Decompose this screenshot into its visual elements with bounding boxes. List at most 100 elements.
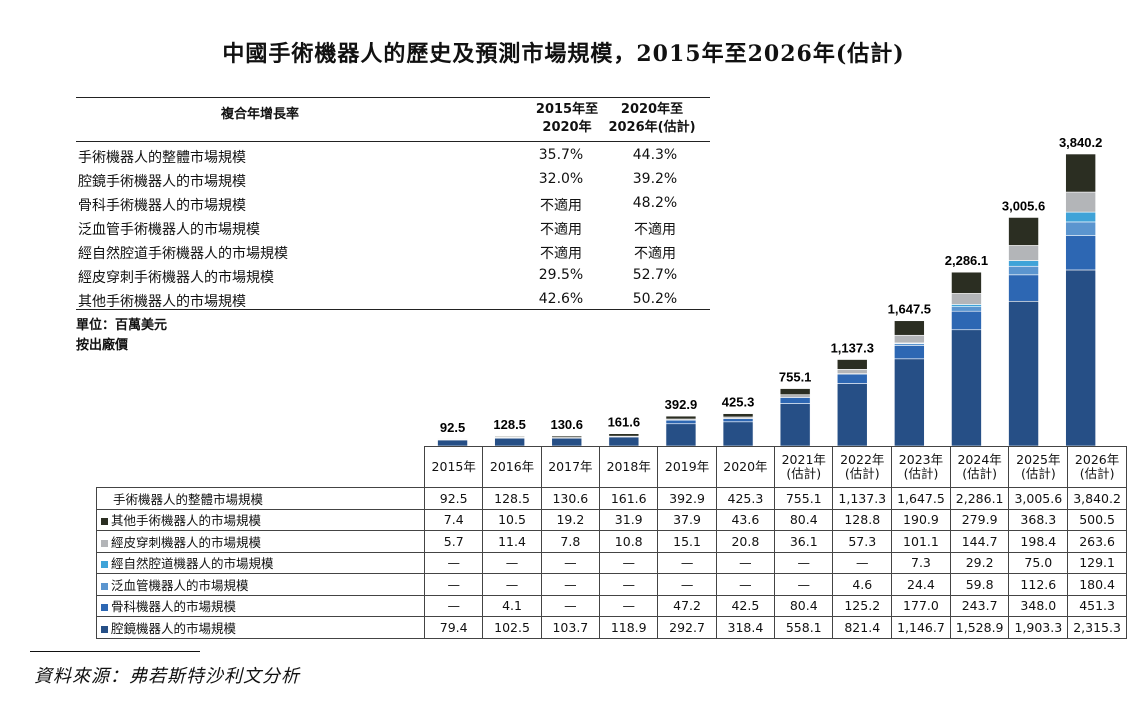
legend-swatch xyxy=(101,539,108,547)
cagr-row: 其他手術機器人的市場規模 42.6% 50.2% xyxy=(76,288,710,312)
table-row: 腔鏡機器人的市場規模 79.4 102.5 103.7 118.9 292.7 318.4 5… xyxy=(95,616,1127,639)
bar-segment xyxy=(779,403,811,447)
bar-segment xyxy=(1065,221,1096,236)
cagr-row-label: 腔鏡手術機器人的市場規模 xyxy=(78,174,246,190)
bar-segment xyxy=(1008,265,1039,276)
bar-segment xyxy=(608,436,640,447)
year-header: 2023年 (估計) xyxy=(891,446,951,488)
bar-segment xyxy=(894,345,925,360)
cagr-value: 52.7% xyxy=(632,267,678,283)
cagr-row: 腔鏡手術機器人的市場規模 32.0% 39.2% xyxy=(76,168,710,192)
bar-segment xyxy=(779,388,811,396)
table-cell: 1,137.3 xyxy=(832,487,893,510)
bar-total-label: 3,005.6 xyxy=(1002,198,1045,213)
table-cell: 177.0 xyxy=(891,594,951,617)
table-cell: 79.4 xyxy=(424,616,484,639)
table-cell: 292.7 xyxy=(657,616,717,639)
table-cell: 161.6 xyxy=(599,487,659,510)
table-cell: 821.4 xyxy=(832,616,893,639)
bar-segment xyxy=(951,304,982,307)
table-cell: 7.3 xyxy=(891,551,951,574)
table-cell: 198.4 xyxy=(1008,530,1069,553)
table-cell: 348.0 xyxy=(1008,594,1069,617)
table-cell: 392.9 xyxy=(657,487,717,510)
bar-segment xyxy=(665,419,697,425)
table-cell: 57.3 xyxy=(832,530,893,553)
table-cell: — xyxy=(774,573,834,596)
period1-line1: 2015年至 xyxy=(535,102,599,117)
table-cell: 3,005.6 xyxy=(1008,487,1069,510)
table-cell: 43.6 xyxy=(715,508,776,531)
table-cell: 2,315.3 xyxy=(1067,616,1127,639)
cagr-row-label: 骨科手術機器人的市場規模 xyxy=(78,198,246,214)
bar-segment xyxy=(722,418,754,423)
bar-segment xyxy=(1065,191,1096,213)
legend-swatch xyxy=(101,582,108,590)
table-cell: — xyxy=(715,573,776,596)
period1-line2: 2020年 xyxy=(542,120,592,135)
cagr-header-label: 複合年增長率 xyxy=(221,107,300,122)
table-cell: 31.9 xyxy=(599,508,659,531)
source-note: 資料來源：弗若斯特沙利文分析 xyxy=(34,666,300,687)
year-header: 2025年 (估計) xyxy=(1008,446,1069,488)
table-rule xyxy=(76,141,710,142)
year-header: 2019年 xyxy=(657,446,717,488)
table-cell: — xyxy=(657,573,717,596)
legend-swatch xyxy=(101,604,108,612)
cagr-row-label: 手術機器人的整體市場規模 xyxy=(78,150,246,166)
bar-segment xyxy=(722,413,754,418)
table-cell: 92.5 xyxy=(424,487,484,510)
cagr-value: 不適用 xyxy=(634,246,676,262)
bar-total-label: 128.5 xyxy=(493,417,526,432)
table-row: 骨科機器人的市場規模 —4.1— —47.2 42.5 80.4 125.2 177.0 24… xyxy=(95,594,1127,617)
table-cell: 47.2 xyxy=(657,594,717,617)
bar-total-label: 392.9 xyxy=(665,397,698,412)
bar-segment xyxy=(1008,245,1039,261)
period2-line1: 2020年至 xyxy=(620,102,684,117)
cagr-row: 手術機器人的整體市場規模 35.7% 44.3% xyxy=(76,144,710,168)
legend-swatch xyxy=(101,625,108,633)
table-cell: — xyxy=(657,551,717,574)
table-cell: 19.2 xyxy=(540,508,601,531)
table-cell: 3,840.2 xyxy=(1067,487,1127,510)
table-cell: 243.7 xyxy=(949,594,1010,617)
bar-segment xyxy=(894,358,925,447)
table-rule xyxy=(76,97,710,98)
table-cell: 500.5 xyxy=(1067,508,1127,531)
bar-total-label: 92.5 xyxy=(440,420,465,435)
table-cell: 1,647.5 xyxy=(891,487,951,510)
table-cell: — xyxy=(832,551,893,574)
year-header: 2017年 xyxy=(540,446,601,488)
source-rule xyxy=(30,651,200,652)
cagr-row-label: 泛血管手術機器人的市場規模 xyxy=(78,222,260,238)
cagr-value: 39.2% xyxy=(632,171,678,187)
cagr-value: 42.6% xyxy=(538,291,584,307)
cagr-row-label: 經皮穿刺手術機器人的市場規模 xyxy=(78,270,274,286)
bar-total-label: 755.1 xyxy=(779,370,812,385)
year-header: 2021年 (估計) xyxy=(774,446,834,488)
table-cell: 7.8 xyxy=(540,530,601,553)
bar-segment xyxy=(894,334,925,344)
bar-segment xyxy=(1008,260,1039,267)
data-table: 2015年 2016年 2017年 2018年 2019年 2020年 2021年 (估計) 2… xyxy=(95,446,1127,639)
cagr-row-label: 其他手術機器人的市場規模 xyxy=(78,294,246,310)
table-cell: 558.1 xyxy=(774,616,834,639)
table-cell: — xyxy=(774,551,834,574)
cagr-header-period2: 2020年至 2026年(估計) xyxy=(594,101,710,137)
table-cell: 318.4 xyxy=(715,616,776,639)
row-label: 骨科機器人的市場規模 xyxy=(95,594,426,617)
table-cell: 36.1 xyxy=(774,530,834,553)
table-cell: 4.1 xyxy=(482,594,542,617)
table-row: 手術機器人的整體市場規模 92.5 128.5 130.6 161.6 392.9 425.… xyxy=(95,487,1127,510)
table-cell: — xyxy=(540,573,601,596)
cagr-row: 泛血管手術機器人的市場規模 不適用 不適用 xyxy=(76,216,710,240)
table-header-row: 2015年 2016年 2017年 2018年 2019年 2020年 2021年 (估計) 2… xyxy=(97,446,1127,488)
unit-line: 單位：百萬美元 xyxy=(76,318,168,333)
cagr-row-label: 經自然腔道手術機器人的市場規模 xyxy=(78,246,288,262)
table-cell: 75.0 xyxy=(1008,551,1069,574)
row-label: 其他手術機器人的市場規模 xyxy=(95,508,426,531)
unit-note: 單位：百萬美元 按出廠價 xyxy=(76,316,167,356)
bar-segment xyxy=(722,421,754,447)
table-cell: 125.2 xyxy=(832,594,893,617)
